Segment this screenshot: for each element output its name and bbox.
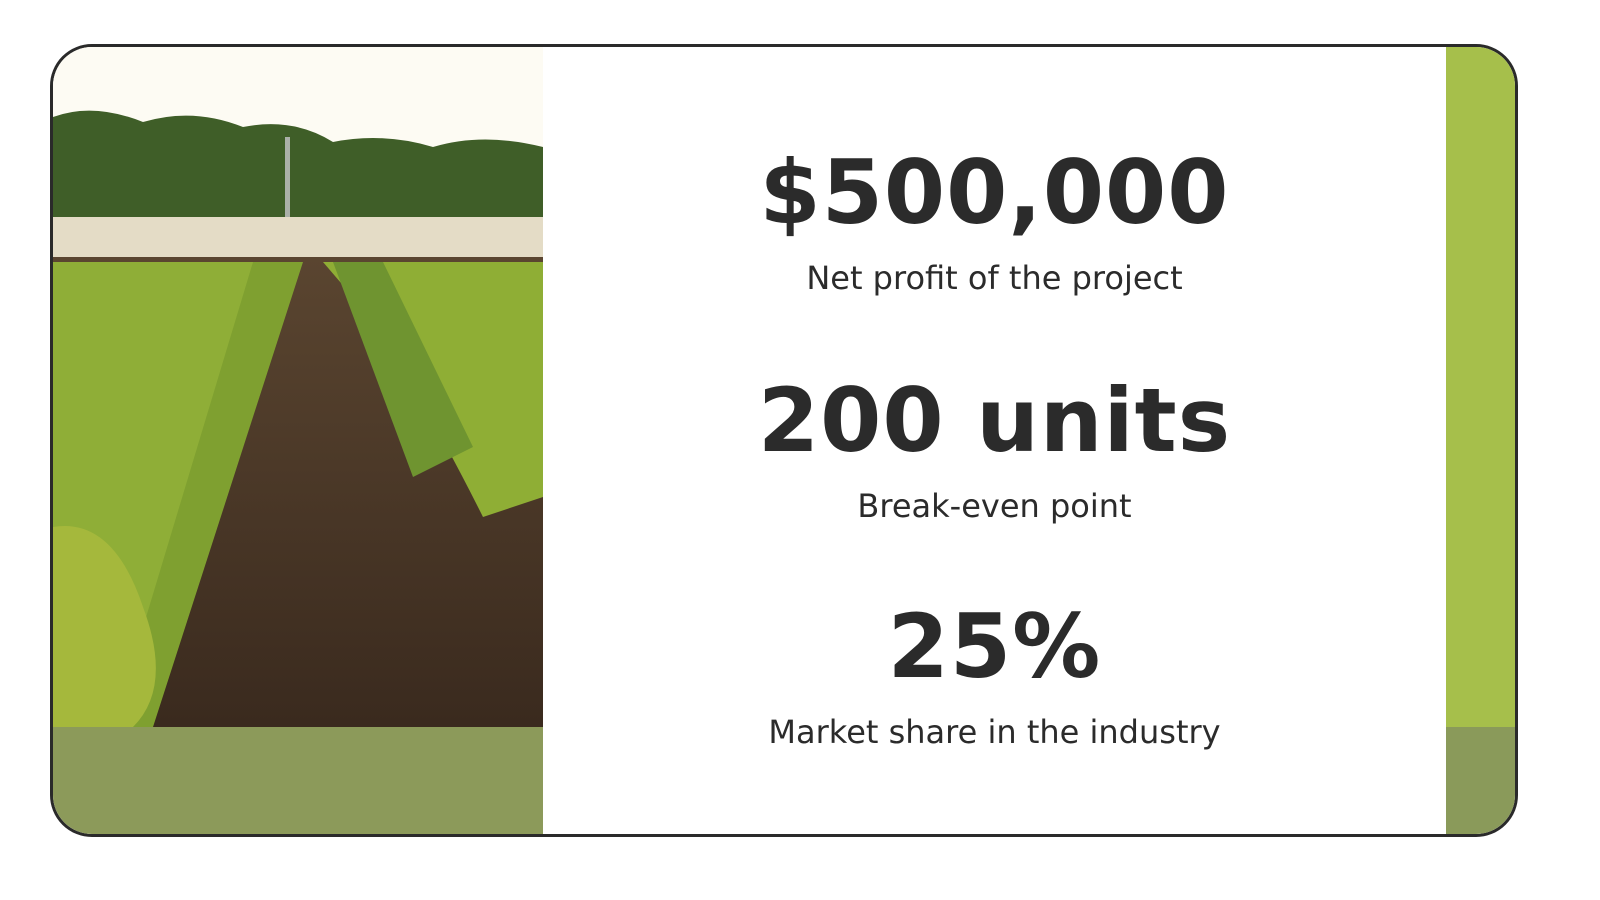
olive-block xyxy=(53,727,543,834)
stat-break-even: 200 units Break-even point xyxy=(543,369,1446,526)
stat-label: Net profit of the project xyxy=(806,259,1183,297)
stat-net-profit: $500,000 Net profit of the project xyxy=(543,141,1446,298)
slide-card: $500,000 Net profit of the project 200 u… xyxy=(50,44,1518,837)
stat-value: 200 units xyxy=(757,369,1232,472)
lime-accent-strip xyxy=(1446,47,1515,727)
stat-label: Market share in the industry xyxy=(768,713,1221,751)
olive-accent-strip xyxy=(1446,727,1515,834)
stat-label: Break-even point xyxy=(857,487,1132,525)
stat-value: 25% xyxy=(887,595,1102,698)
stat-market-share: 25% Market share in the industry xyxy=(543,595,1446,752)
stat-value: $500,000 xyxy=(759,141,1230,244)
crop-field-photo xyxy=(53,47,543,727)
